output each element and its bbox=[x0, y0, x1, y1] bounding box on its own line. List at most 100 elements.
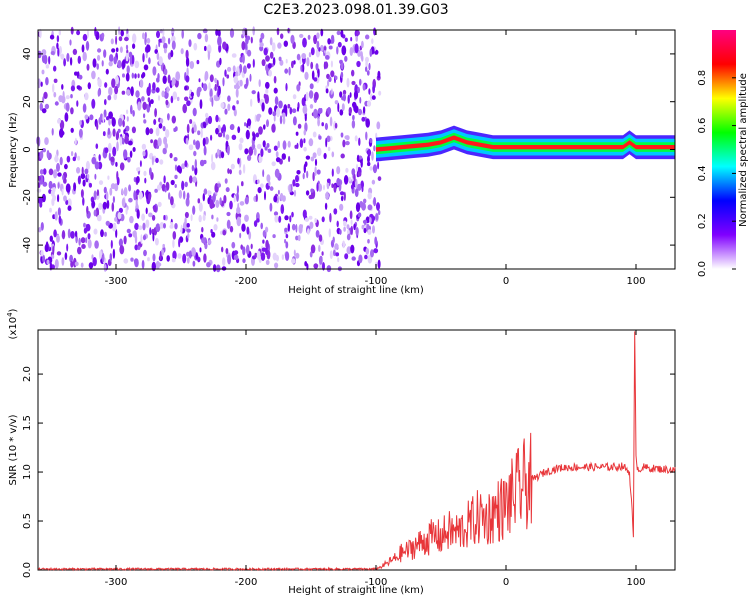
spectrogram-cell bbox=[157, 137, 162, 147]
spectrogram-cell bbox=[132, 230, 137, 238]
spectrogram-cell bbox=[283, 40, 288, 47]
spectrogram-cell bbox=[158, 123, 163, 129]
spectrogram-cell bbox=[78, 128, 83, 138]
spectrogram-cell bbox=[327, 38, 331, 45]
spectrogram-cell bbox=[353, 103, 357, 112]
spectrogram-cell bbox=[211, 153, 214, 163]
spectrogram-cell bbox=[295, 235, 299, 241]
spectrogram-cell bbox=[48, 55, 51, 65]
spectrogram-cell bbox=[61, 257, 65, 266]
x-tick-label: -200 bbox=[235, 577, 258, 588]
spectrogram-cell bbox=[151, 156, 154, 166]
spectrogram-cell bbox=[222, 77, 225, 87]
spectrogram-cell bbox=[247, 49, 252, 57]
snr-scale-open: (x10 bbox=[8, 317, 19, 340]
spectrogram-cell bbox=[161, 90, 165, 98]
spectrogram-cell bbox=[285, 234, 289, 239]
spectrogram-cell bbox=[116, 176, 120, 186]
snr-scale-label: (x104) bbox=[6, 308, 19, 339]
spectrogram-cell bbox=[220, 102, 225, 109]
spectrogram-cell bbox=[110, 183, 116, 190]
spectrogram-cell bbox=[114, 217, 118, 222]
spectrogram-cell bbox=[240, 244, 243, 250]
spectrogram-cell bbox=[214, 83, 217, 92]
spectrogram-cell bbox=[208, 82, 211, 91]
spectrogram-cell bbox=[40, 250, 44, 257]
spectrogram-cell bbox=[171, 258, 176, 263]
spectrogram-cell bbox=[285, 107, 288, 117]
spectrogram-cell bbox=[199, 99, 203, 110]
spectrogram-cell bbox=[143, 64, 149, 71]
spectrogram-cell bbox=[135, 199, 138, 208]
spectrogram-cell bbox=[153, 119, 157, 125]
spectrogram-cell bbox=[130, 86, 134, 97]
spectrogram-cell bbox=[95, 207, 100, 218]
spectrogram-cell bbox=[100, 229, 104, 238]
spectrogram-cell bbox=[85, 160, 90, 171]
spectrogram-cell bbox=[119, 46, 123, 53]
snr-scale-exponent: 4 bbox=[6, 312, 14, 317]
spectrogram-cell bbox=[297, 234, 301, 242]
spectrogram-cell bbox=[141, 73, 145, 79]
spectrogram-cell bbox=[373, 248, 379, 254]
x-tick-label: 100 bbox=[626, 276, 645, 287]
spectrogram-cell bbox=[193, 42, 198, 51]
spectrogram-cell bbox=[225, 134, 230, 141]
spectrogram-cell bbox=[323, 46, 327, 51]
spectrogram-cell bbox=[210, 229, 213, 234]
spectrogram-cell bbox=[140, 234, 143, 245]
spectrogram-cell bbox=[215, 29, 219, 36]
spectrogram-cell bbox=[150, 139, 154, 144]
spectrogram-cell bbox=[162, 75, 167, 84]
spectrogram-cell bbox=[265, 239, 269, 250]
spectrogram-cell bbox=[339, 191, 345, 196]
spectrogram-cell bbox=[128, 184, 132, 192]
spectrogram-cell bbox=[315, 230, 320, 238]
spectrogram-cell bbox=[204, 45, 207, 52]
spectrogram-cell bbox=[309, 251, 313, 258]
spectrogram-cell bbox=[41, 69, 45, 75]
spectrogram-cell bbox=[310, 47, 315, 56]
spectrogram-cell bbox=[321, 251, 324, 256]
spectrogram-cell bbox=[304, 122, 308, 132]
spectrogram-cell bbox=[287, 140, 291, 148]
spectrogram-cell bbox=[333, 208, 338, 215]
spectrogram-cell bbox=[305, 91, 309, 102]
colorbar-tick-label: 0.8 bbox=[697, 70, 708, 86]
spectrogram-cell bbox=[307, 228, 310, 235]
spectrogram-cell bbox=[137, 101, 142, 111]
spectrogram-cell bbox=[314, 166, 317, 177]
spectrogram-cell bbox=[281, 254, 285, 260]
spectrogram-cell bbox=[362, 219, 368, 224]
spectrogram-cell bbox=[96, 189, 100, 197]
spectrogram-cell bbox=[42, 254, 46, 263]
spectrogram-cell bbox=[318, 255, 323, 265]
spectrogram-cell bbox=[136, 209, 140, 219]
spectrogram-cell bbox=[293, 249, 296, 257]
spectrogram-cell bbox=[125, 207, 128, 215]
spectrogram-cell bbox=[226, 219, 231, 229]
spectrogram-cell bbox=[70, 85, 75, 92]
spectrogram-cell bbox=[159, 250, 162, 261]
spectrogram-cell bbox=[275, 157, 281, 163]
y-tick-label: 0 bbox=[22, 146, 33, 152]
spectrogram-cell bbox=[272, 252, 277, 261]
spectrogram-cell bbox=[236, 100, 239, 105]
spectrogram-cell bbox=[219, 197, 222, 206]
spectrogram-cell bbox=[162, 243, 165, 248]
spectrogram-cell bbox=[257, 187, 262, 194]
spectrogram-cell bbox=[340, 132, 344, 138]
spectrogram-cell bbox=[343, 220, 347, 227]
spectrogram-cell bbox=[330, 89, 333, 95]
spectrogram-cell bbox=[49, 261, 53, 271]
spectrogram-cell bbox=[174, 164, 178, 171]
spectrogram-cell bbox=[192, 176, 197, 183]
spectrogram-cell bbox=[201, 226, 204, 233]
spectrogram-cell bbox=[292, 116, 297, 126]
spectrogram-cell bbox=[203, 159, 207, 165]
spectrogram-cell bbox=[74, 230, 78, 238]
spectrogram-cell bbox=[123, 235, 127, 245]
spectrogram-cell bbox=[265, 81, 270, 89]
spectrogram-cell bbox=[156, 52, 160, 61]
spectrogram-cell bbox=[365, 131, 368, 141]
